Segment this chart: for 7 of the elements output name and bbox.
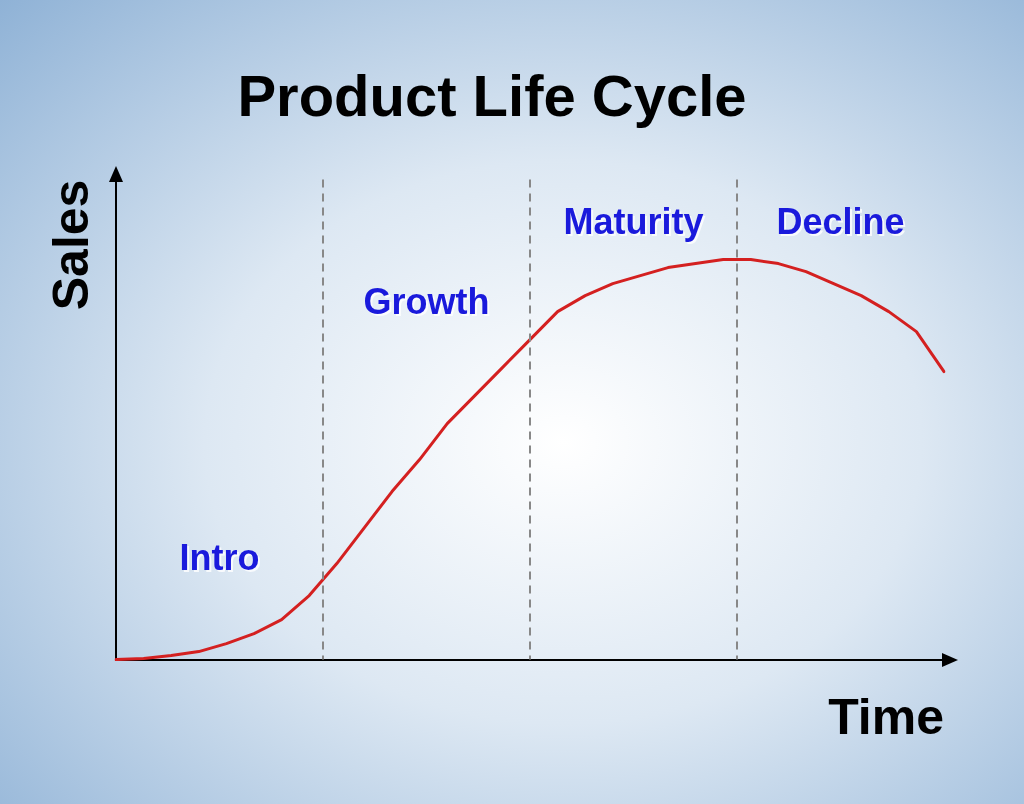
text: Maturity <box>565 202 706 244</box>
annotation: Growth <box>365 282 492 324</box>
y-axis-title: Sales <box>42 179 99 311</box>
annotation: Intro <box>181 538 262 580</box>
x-axis-title: Time <box>828 688 944 745</box>
text: Decline <box>778 202 907 244</box>
chart-title: Product Life Cycle <box>237 62 747 128</box>
